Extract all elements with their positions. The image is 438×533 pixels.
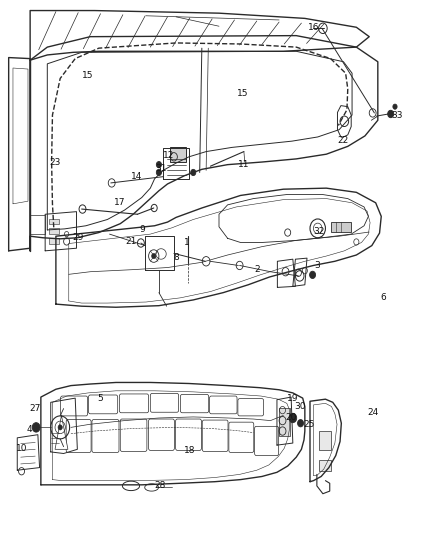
FancyBboxPatch shape bbox=[202, 420, 228, 451]
FancyBboxPatch shape bbox=[176, 419, 201, 450]
Text: 1: 1 bbox=[184, 238, 190, 247]
Text: 4: 4 bbox=[26, 425, 32, 434]
Bar bbox=[279, 408, 290, 436]
Text: 16: 16 bbox=[307, 23, 319, 32]
Text: 19: 19 bbox=[287, 394, 299, 402]
Circle shape bbox=[297, 419, 304, 427]
FancyBboxPatch shape bbox=[66, 419, 91, 453]
Text: 24: 24 bbox=[367, 408, 378, 417]
Text: 18: 18 bbox=[184, 446, 195, 455]
Bar bbox=[49, 238, 59, 244]
Text: 31: 31 bbox=[155, 164, 167, 173]
FancyBboxPatch shape bbox=[148, 419, 174, 450]
Text: 14: 14 bbox=[131, 172, 142, 181]
Bar bbox=[331, 222, 351, 231]
Text: 3: 3 bbox=[314, 261, 320, 270]
Circle shape bbox=[58, 425, 62, 430]
Text: 11: 11 bbox=[238, 159, 250, 168]
FancyBboxPatch shape bbox=[120, 394, 148, 413]
FancyBboxPatch shape bbox=[209, 396, 237, 414]
Circle shape bbox=[156, 161, 162, 168]
Text: 21: 21 bbox=[125, 237, 137, 246]
FancyBboxPatch shape bbox=[88, 395, 118, 414]
Circle shape bbox=[393, 104, 397, 109]
Text: 20: 20 bbox=[286, 414, 297, 423]
Text: 27: 27 bbox=[30, 404, 41, 413]
Bar bbox=[49, 228, 59, 234]
Text: 5: 5 bbox=[97, 394, 102, 402]
Text: 10: 10 bbox=[16, 444, 27, 453]
FancyBboxPatch shape bbox=[60, 396, 88, 416]
Circle shape bbox=[152, 254, 156, 259]
Circle shape bbox=[310, 271, 315, 279]
Text: 28: 28 bbox=[154, 481, 166, 490]
Text: 29: 29 bbox=[73, 233, 84, 242]
FancyBboxPatch shape bbox=[120, 419, 147, 451]
FancyBboxPatch shape bbox=[254, 426, 279, 456]
Text: 32: 32 bbox=[313, 227, 324, 236]
FancyBboxPatch shape bbox=[150, 393, 179, 412]
Text: 15: 15 bbox=[237, 88, 248, 98]
Text: 12: 12 bbox=[162, 151, 174, 160]
Text: 22: 22 bbox=[338, 135, 349, 144]
FancyBboxPatch shape bbox=[238, 399, 264, 416]
Circle shape bbox=[191, 169, 196, 175]
Text: 25: 25 bbox=[304, 420, 315, 429]
Text: 9: 9 bbox=[140, 225, 145, 235]
Text: 15: 15 bbox=[82, 71, 94, 80]
Bar bbox=[318, 431, 331, 450]
FancyBboxPatch shape bbox=[92, 419, 119, 453]
Text: 17: 17 bbox=[114, 198, 125, 207]
Bar bbox=[49, 219, 59, 224]
Text: 2: 2 bbox=[255, 265, 261, 274]
Text: 23: 23 bbox=[49, 158, 61, 166]
Bar bbox=[170, 148, 186, 162]
Text: 8: 8 bbox=[173, 253, 179, 262]
Circle shape bbox=[388, 110, 394, 118]
Text: 30: 30 bbox=[294, 402, 305, 411]
FancyBboxPatch shape bbox=[229, 422, 254, 453]
Bar bbox=[318, 460, 331, 471]
FancyBboxPatch shape bbox=[180, 394, 208, 413]
Circle shape bbox=[32, 423, 40, 432]
Circle shape bbox=[156, 169, 162, 175]
Text: 6: 6 bbox=[380, 293, 386, 302]
Text: 33: 33 bbox=[392, 110, 403, 119]
Circle shape bbox=[289, 413, 297, 423]
Polygon shape bbox=[55, 415, 68, 449]
